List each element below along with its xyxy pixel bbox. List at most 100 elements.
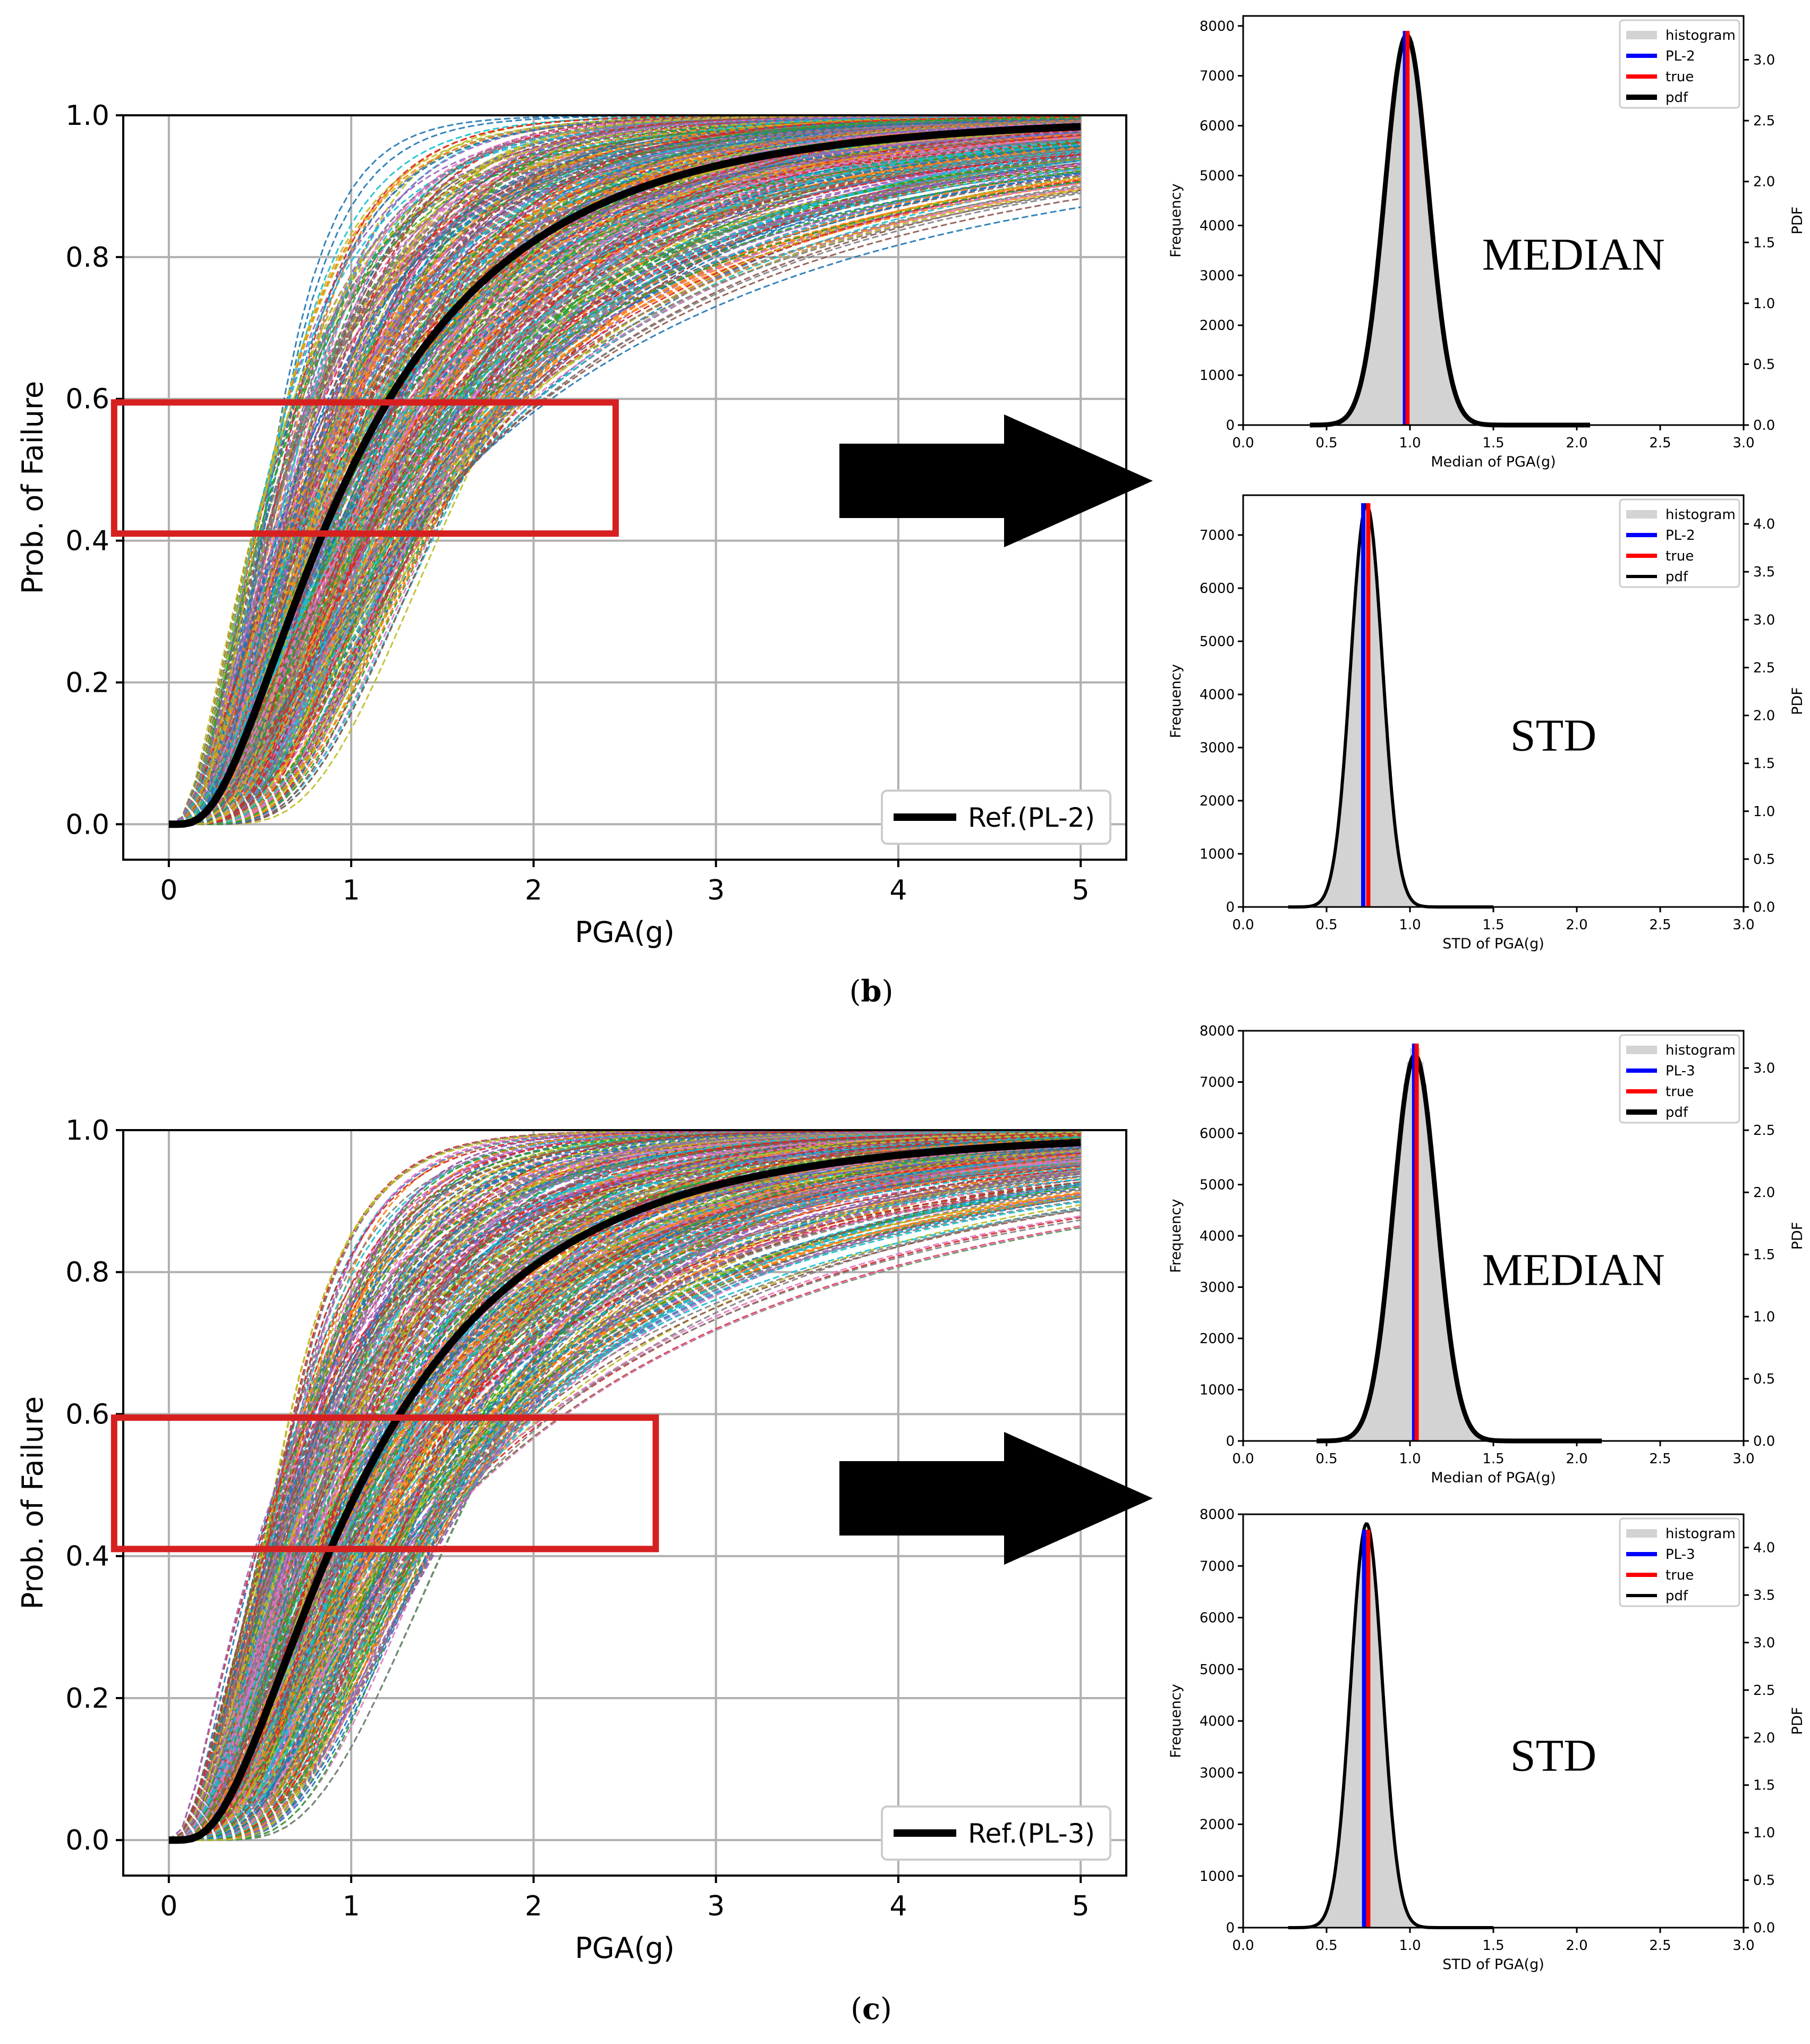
y2-tick-label: 1.0: [1753, 1825, 1775, 1841]
y-tick-label: 7000: [1200, 69, 1235, 84]
sample-curve: [168, 1130, 1081, 1841]
y-tick-label: 5000: [1200, 634, 1235, 650]
x-tick-label: 2.0: [1566, 917, 1587, 933]
sample-curve: [168, 115, 1081, 825]
median-histogram-c: 0.0 0.5 1.0 1.5 2.0 2.5 3.0 0 1000 2000 3000 4000 50…: [1168, 1023, 1806, 1486]
sample-curve: [168, 159, 1081, 825]
y2-tick-label: 0.5: [1753, 1371, 1775, 1387]
sample-curve: [168, 172, 1081, 825]
x-tick-label: 0.5: [1315, 435, 1337, 451]
sample-curve: [168, 145, 1081, 825]
histogram-bar: [1373, 290, 1377, 425]
sample-curve: [168, 1195, 1081, 1841]
y-tick-label: 0.0: [65, 809, 109, 841]
histogram-bar: [1433, 1181, 1437, 1441]
x-tick-label: 2: [525, 1890, 542, 1922]
x-axis-label: Median of PGA(g): [1431, 454, 1556, 470]
x-tick-label: 3.0: [1732, 1938, 1754, 1954]
y-tick-label: 0.6: [65, 384, 109, 415]
histogram-bar: [1345, 1748, 1349, 1928]
sample-curve: [168, 117, 1081, 825]
y2-tick-label: 2.5: [1753, 660, 1775, 676]
legend-frame: [881, 790, 1111, 845]
legend-swatch: [1626, 1046, 1657, 1054]
sample-curve: [168, 120, 1081, 825]
sample-curve: [168, 1173, 1081, 1841]
sample-curve: [168, 139, 1081, 825]
panel-label-open: (: [851, 1992, 862, 2026]
legend-label: PL-2: [1665, 48, 1695, 64]
y2-tick-label: 4.0: [1753, 1540, 1775, 1556]
sample-curve: [168, 163, 1081, 825]
sample-curve: [168, 116, 1081, 825]
histogram-bar: [1356, 1428, 1361, 1441]
histogram-bar: [1373, 1368, 1377, 1441]
histogram-bar: [1366, 342, 1371, 425]
histogram-bar: [1338, 809, 1342, 907]
y2-tick-label: 0.5: [1753, 852, 1775, 868]
histogram-bar: [1426, 186, 1431, 425]
x-tick-label: 0.5: [1315, 1451, 1337, 1467]
y2-tick-label: 0.5: [1753, 357, 1775, 372]
y-tick-label: 2000: [1200, 318, 1235, 334]
y-tick-label: 3000: [1200, 740, 1235, 756]
x-tick-label: 3: [707, 875, 725, 906]
histogram-bar: [1408, 1918, 1412, 1928]
sample-curve: [168, 120, 1081, 825]
histogram-bar: [1466, 418, 1471, 425]
x-tick-label: 1.0: [1399, 1938, 1421, 1954]
arrow-icon: [839, 1432, 1153, 1565]
sample-curve: [168, 121, 1081, 825]
sample-curve: [168, 146, 1081, 825]
histogram-bar: [1423, 1083, 1427, 1441]
x-axis-label: Median of PGA(g): [1431, 1470, 1556, 1486]
histogram-bar: [1450, 379, 1454, 425]
legend-label: pdf: [1665, 569, 1688, 585]
sample-curve: [168, 159, 1081, 825]
sample-curve: [168, 121, 1081, 825]
sample-curve: [168, 1140, 1081, 1841]
sample-curve: [168, 172, 1081, 825]
legend: histogram PL-3 true pdf: [1619, 1034, 1740, 1124]
sample-curve: [168, 1148, 1081, 1841]
sample-curve: [168, 1192, 1081, 1841]
y2-tick-label: 3.0: [1753, 53, 1775, 69]
sample-curve: [168, 1155, 1081, 1841]
sample-curve: [168, 186, 1081, 825]
sample-curve: [168, 140, 1081, 825]
sample-curve: [168, 140, 1081, 825]
arrow-icon: [839, 414, 1153, 547]
reference-curve: [168, 1139, 1081, 1844]
y-tick-label: 0.8: [65, 242, 109, 274]
y-tick-label: 7000: [1200, 1075, 1235, 1091]
histogram-bar: [1321, 897, 1325, 907]
y-tick-label: 8000: [1200, 1507, 1235, 1523]
y-tick-label: 6000: [1200, 581, 1235, 597]
x-tick-label: 0: [160, 1890, 177, 1922]
histogram-bar: [1466, 1421, 1471, 1441]
histogram-bar: [1321, 1918, 1325, 1928]
x-tick-label: 0.0: [1232, 1938, 1254, 1954]
y-tick-label: 4000: [1200, 218, 1235, 234]
histogram-bar: [1405, 1911, 1409, 1928]
y2-tick-label: 0.0: [1753, 1434, 1775, 1449]
reference-curve: [168, 123, 1081, 828]
histogram-bar: [1355, 576, 1359, 907]
histogram-bar: [1352, 1648, 1355, 1928]
x-tick-label: 2.0: [1566, 1938, 1587, 1954]
y2-tick-label: 1.0: [1753, 804, 1775, 820]
sample-curve: [168, 1162, 1081, 1841]
x-tick-label: 1.5: [1482, 435, 1504, 451]
histogram-bar: [1412, 902, 1416, 907]
sample-curve: [168, 162, 1081, 825]
y-tick-label: 0: [1226, 1434, 1235, 1449]
y2-tick-label: 1.0: [1753, 1309, 1775, 1325]
sample-curve: [168, 129, 1081, 825]
y2-tick-label: 1.5: [1753, 756, 1775, 772]
histogram-bar: [1390, 1218, 1394, 1441]
sample-curve: [168, 176, 1081, 825]
y2-tick-label: 1.5: [1753, 1247, 1775, 1263]
y-axis-label: Prob. of Failure: [16, 381, 49, 594]
histogram-bar: [1341, 770, 1346, 907]
